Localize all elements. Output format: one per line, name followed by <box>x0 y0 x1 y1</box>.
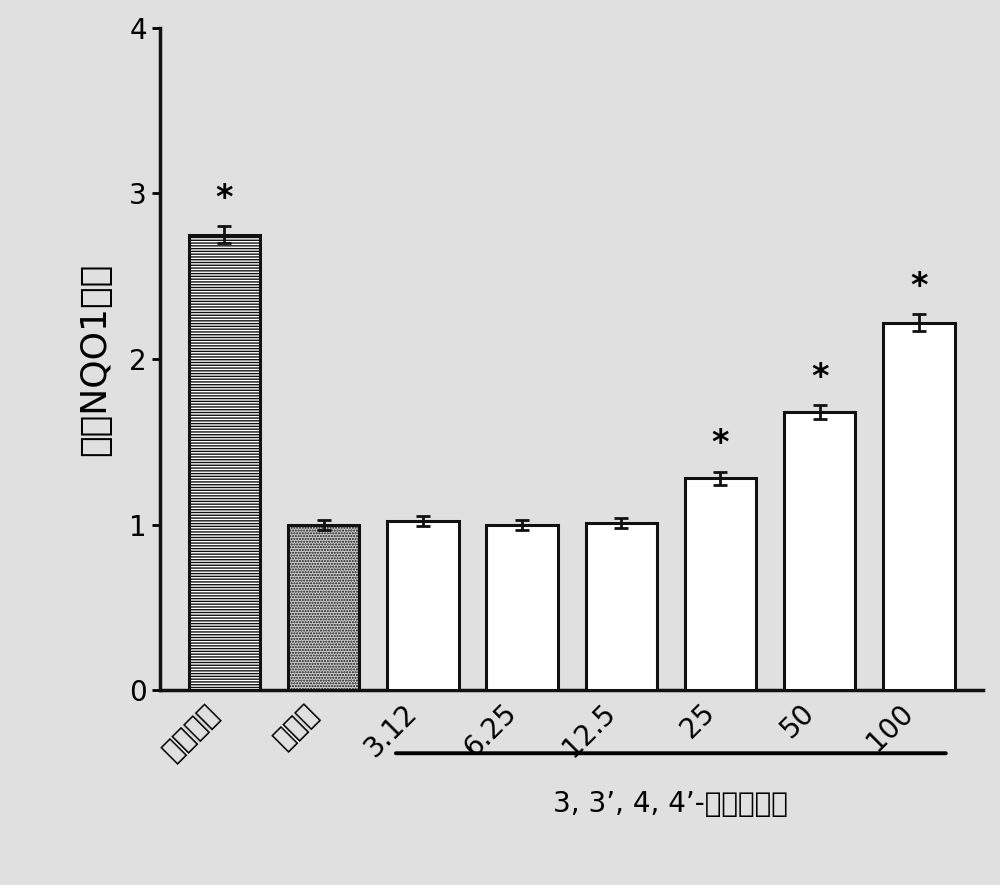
Bar <box>685 478 756 690</box>
Text: *: * <box>910 270 928 303</box>
Bar <box>784 412 855 690</box>
Bar <box>189 235 260 690</box>
Bar <box>883 322 955 690</box>
Bar <box>486 525 558 690</box>
Text: *: * <box>216 181 233 215</box>
Text: 3, 3’, 4, 4’-四羟基联苯: 3, 3’, 4, 4’-四羟基联苯 <box>553 789 788 818</box>
Y-axis label: 相对NQO1活性: 相对NQO1活性 <box>78 262 112 456</box>
Text: *: * <box>811 361 828 394</box>
Bar <box>288 525 359 690</box>
Text: *: * <box>712 427 729 460</box>
Bar <box>387 521 459 690</box>
Bar <box>586 523 657 690</box>
